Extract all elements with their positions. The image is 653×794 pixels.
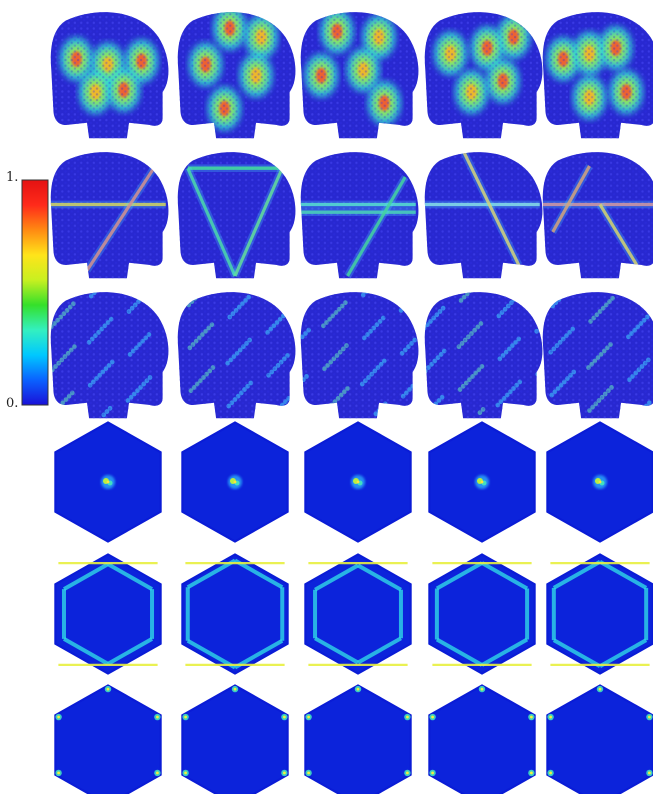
bz-center-panel-2 [181,421,289,543]
bz-corners-panel-4 [428,684,536,794]
edge-state-flake-panel-1 [50,152,169,279]
bz-corners-panel-1 [54,684,162,794]
bz-ring-panel-1 [54,553,162,675]
colorbar [21,179,49,406]
density-flake-panel-4 [424,12,543,139]
bz-corners-panel-5 [546,684,653,794]
bulk-state-flake-panel-4 [424,292,543,419]
colorbar-bar [21,179,49,406]
bulk-state-flake-panel-1 [50,292,169,419]
bz-center-panel-3 [304,421,412,543]
edge-state-flake-panel-5 [542,152,653,279]
bz-corners-panel-3 [304,684,412,794]
bulk-state-flake-panel-2 [177,292,296,419]
bz-center-panel-5 [546,421,653,543]
bz-ring-panel-3 [304,553,412,675]
bz-ring-panel-4 [428,553,536,675]
bz-ring-panel-5 [546,553,653,675]
bulk-state-flake-panel-5 [542,292,653,419]
edge-state-flake-panel-3 [300,152,419,279]
density-flake-panel-3 [300,12,419,139]
density-flake-panel-5 [542,12,653,139]
edge-state-flake-panel-2 [177,152,296,279]
density-flake-panel-2 [177,12,296,139]
bz-corners-panel-2 [181,684,289,794]
colorbar-min-label: 0. [6,396,19,411]
bz-center-panel-4 [428,421,536,543]
panel-grid [50,12,653,794]
bz-ring-panel-2 [181,553,289,675]
colorbar-max-label: 1. [6,170,19,185]
edge-state-flake-panel-4 [424,152,543,279]
bz-center-panel-1 [54,421,162,543]
bulk-state-flake-panel-3 [300,292,419,419]
density-flake-panel-1 [50,12,169,139]
